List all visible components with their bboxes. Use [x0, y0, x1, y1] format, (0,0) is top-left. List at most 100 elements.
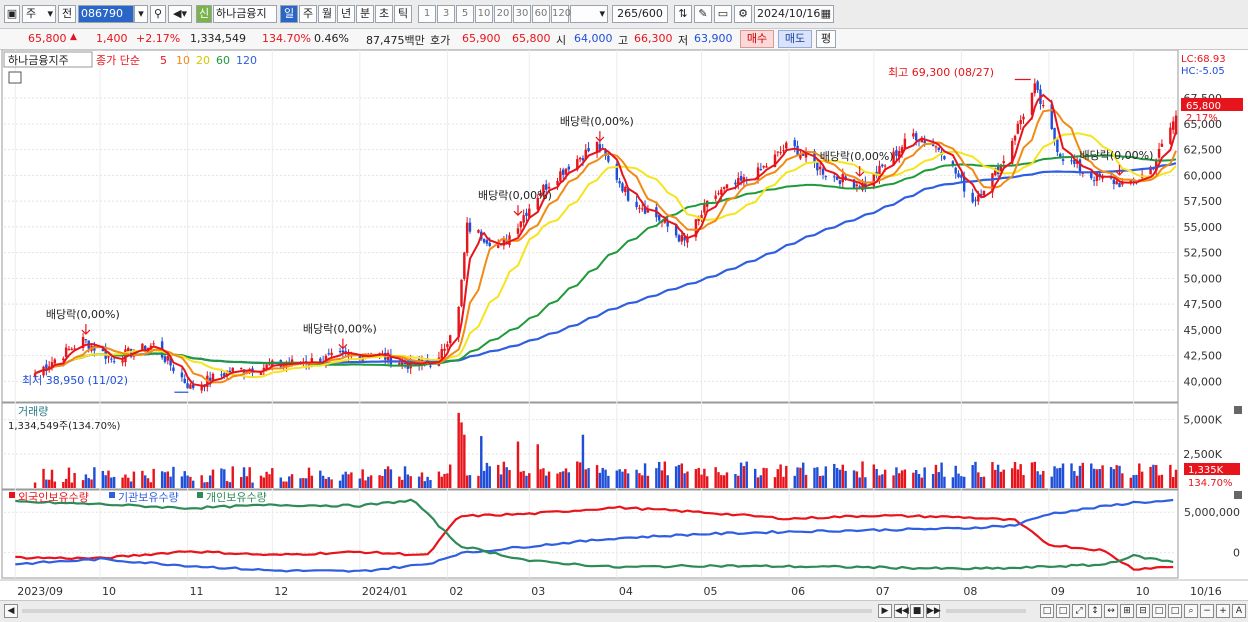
candle-body	[683, 236, 686, 241]
tools-icon[interactable]: ⇅	[674, 5, 692, 23]
number-tab[interactable]: 10	[475, 5, 493, 23]
candle-body	[163, 356, 167, 363]
legend-institution: 기관보유수량	[118, 491, 179, 504]
volume-bar	[861, 461, 864, 488]
period-tab[interactable]: 분	[356, 5, 374, 23]
volume-bar	[406, 474, 410, 488]
volume-close-icon[interactable]	[1234, 406, 1242, 414]
period-select[interactable]: 주 ▾	[22, 5, 56, 23]
candle-body	[951, 161, 955, 166]
tool-icon-c[interactable]: ⤢	[1072, 604, 1086, 618]
tool-icon-h[interactable]: □	[1152, 604, 1166, 618]
number-tab[interactable]: 3	[437, 5, 455, 23]
volume-bar	[660, 470, 664, 488]
volume-bar	[90, 479, 93, 488]
sell-button[interactable]: 매도	[778, 30, 812, 48]
scroll-right-icon[interactable]: ▶	[878, 604, 892, 618]
zoom-out-icon[interactable]: −	[1200, 604, 1214, 618]
draw-icon[interactable]: ✎	[694, 5, 712, 23]
period-tab[interactable]: 초	[375, 5, 393, 23]
volume-bar	[457, 412, 460, 488]
volume-bar	[903, 469, 907, 488]
candle-body	[657, 215, 661, 221]
volume-bar	[350, 472, 353, 488]
zoom-search-icon[interactable]: ⌕	[1184, 604, 1198, 618]
stop-icon[interactable]: ■	[910, 604, 924, 618]
step-back-icon[interactable]: ◀◀	[894, 604, 909, 618]
scroll-track[interactable]	[22, 609, 872, 613]
volume-bar	[282, 481, 285, 488]
holdings-close-icon[interactable]	[1234, 491, 1242, 499]
candle-body	[943, 156, 946, 160]
tool-icon-a[interactable]: □	[1040, 604, 1054, 618]
volume-bar	[914, 470, 918, 488]
layout-icon[interactable]: ▣	[4, 5, 20, 23]
count-field[interactable]: 265/600	[612, 5, 668, 23]
scroll-left-icon[interactable]: ◀	[4, 604, 18, 618]
volume-bar	[1061, 463, 1065, 488]
volume-bar	[381, 475, 384, 488]
grid-toggle-icon[interactable]	[8, 71, 22, 84]
number-tab[interactable]: 20	[494, 5, 512, 23]
candle-body	[666, 220, 669, 227]
save-icon[interactable]: ▭	[714, 5, 732, 23]
volume-bar	[519, 471, 523, 488]
zoom-in-icon[interactable]: +	[1216, 604, 1230, 618]
tool-icon-d[interactable]: ↕	[1088, 604, 1102, 618]
candle-body	[895, 150, 898, 156]
volume-bar	[607, 475, 610, 488]
period-tab[interactable]: 주	[299, 5, 317, 23]
count-dropdown[interactable]: ▾	[570, 5, 608, 23]
volume-bar	[864, 477, 867, 488]
period-tab[interactable]: 일	[280, 5, 298, 23]
candle-body	[878, 165, 881, 179]
number-tab[interactable]: 1	[418, 5, 436, 23]
volume-bar	[1010, 468, 1014, 488]
candle-body	[720, 189, 723, 195]
candle-body	[1053, 127, 1056, 141]
tool-icon-b[interactable]: □	[1056, 604, 1070, 618]
candle-body	[465, 222, 469, 253]
zoom-track[interactable]	[946, 609, 1026, 613]
code-dropdown-icon[interactable]: ▾	[134, 5, 148, 23]
period-tab[interactable]: 틱	[394, 5, 412, 23]
candle-body	[598, 144, 602, 151]
candle-body	[722, 187, 726, 189]
prev-button[interactable]: 전	[58, 5, 76, 23]
bottom-scrollbar[interactable]: ◀ ▶ ◀◀ ■ ▶▶ □ □ ⤢ ↕ ↔ ⊞ ⊟ □ □ ⌕ − + A	[0, 600, 1248, 622]
candle-body	[663, 219, 667, 223]
tool-icon-i[interactable]: □	[1168, 604, 1182, 618]
candle-body	[912, 133, 915, 137]
text-icon[interactable]: A	[1232, 604, 1246, 618]
candle-body	[855, 184, 859, 187]
lc-label: LC:68.93	[1181, 54, 1226, 65]
tool-icon-e[interactable]: ↔	[1104, 604, 1118, 618]
date-field[interactable]: 2024/10/16 ▦	[754, 5, 834, 23]
volume-bar	[841, 464, 844, 488]
volume-bar	[835, 467, 839, 488]
speaker-icon[interactable]: ◀▾	[168, 5, 192, 23]
volume-bar	[717, 472, 720, 488]
legend-foreign: 외국인보유수량	[18, 491, 89, 504]
period-tab[interactable]: 년	[337, 5, 355, 23]
eval-button[interactable]: 평	[816, 30, 836, 48]
number-tab[interactable]: 60	[532, 5, 550, 23]
tool-icon-g[interactable]: ⊟	[1136, 604, 1150, 618]
number-tab[interactable]: 120	[551, 5, 571, 23]
volume-bar	[641, 475, 644, 488]
volume-bar	[1073, 471, 1076, 488]
gear-icon[interactable]: ⚙	[734, 5, 752, 23]
candle-body	[556, 180, 559, 186]
period-tab[interactable]: 월	[318, 5, 336, 23]
legend-ma20: 20	[196, 54, 210, 67]
search-icon[interactable]: ⚲	[150, 5, 166, 23]
volume-bar	[714, 467, 717, 488]
tool-icon-f[interactable]: ⊞	[1120, 604, 1134, 618]
buy-button[interactable]: 매수	[740, 30, 774, 48]
volume-bar	[440, 476, 443, 488]
candle-body	[578, 157, 582, 160]
number-tab[interactable]: 5	[456, 5, 474, 23]
number-tab[interactable]: 30	[513, 5, 531, 23]
step-forward-icon[interactable]: ▶▶	[926, 604, 941, 618]
code-input[interactable]: 086790	[78, 5, 134, 23]
